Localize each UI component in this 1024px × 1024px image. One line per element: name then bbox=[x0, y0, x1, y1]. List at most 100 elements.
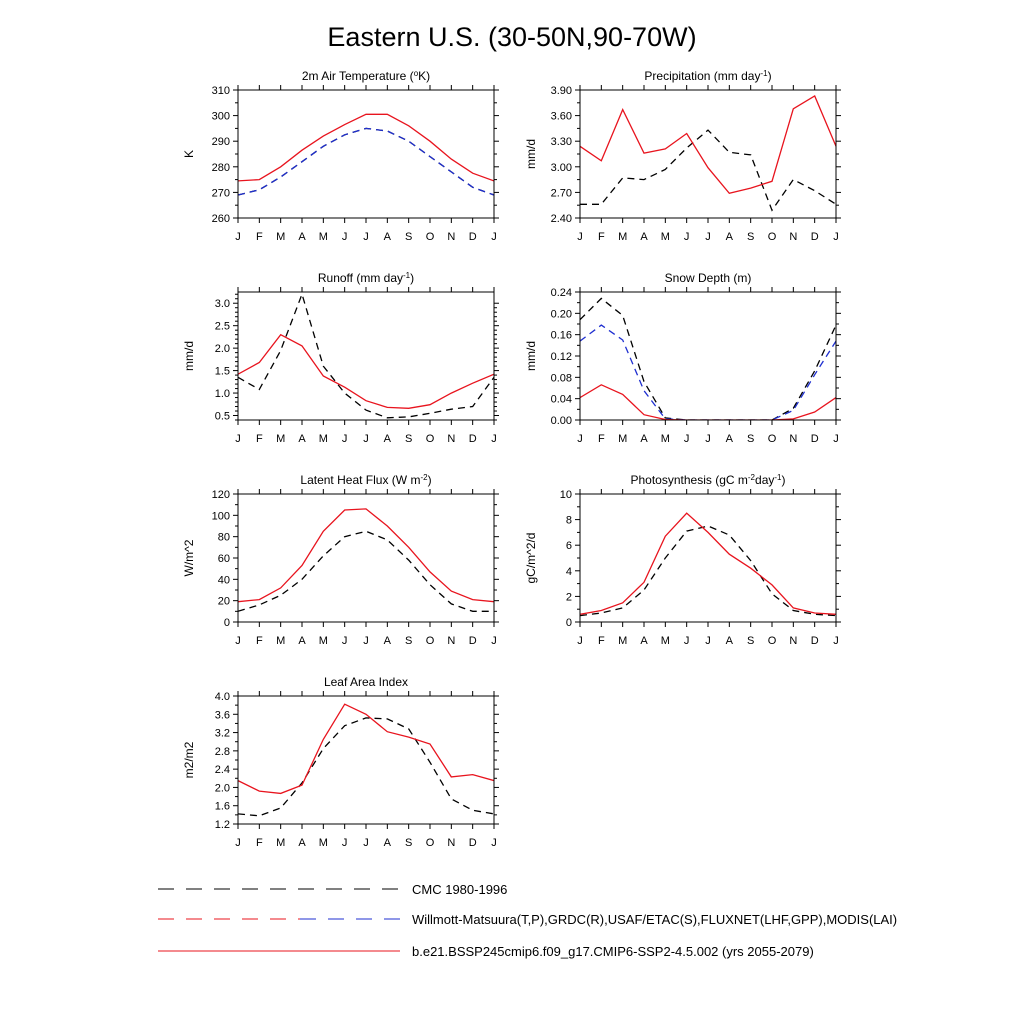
series-line-solid-red bbox=[238, 113, 494, 182]
x-tick-label: M bbox=[661, 635, 670, 647]
y-axis-label: m2/m2 bbox=[182, 741, 196, 778]
legend: CMC 1980-1996 Willmott-Matsuura(T,P),GRDC… bbox=[158, 882, 897, 959]
y-tick-label: 300 bbox=[212, 111, 230, 123]
y-tick-label: 1.6 bbox=[215, 801, 230, 813]
x-tick-label: S bbox=[405, 837, 412, 849]
y-tick-label: 2.5 bbox=[215, 321, 230, 333]
y-tick-label: 0.08 bbox=[551, 372, 572, 384]
x-tick-label: S bbox=[747, 635, 754, 647]
y-tick-label: 2.0 bbox=[215, 343, 230, 355]
panel-4: Snow Depth (m) mm/d 0.00 0.04 0.08 0.12 0.16 0.… bbox=[524, 271, 841, 445]
x-tick-label: A bbox=[640, 635, 648, 647]
x-tick-label: F bbox=[256, 635, 263, 647]
x-tick-label: J bbox=[235, 837, 241, 849]
legend-label: Willmott-Matsuura(T,P),GRDC(R),USAF/ETAC… bbox=[412, 912, 897, 927]
panel-7: Leaf Area Index m2/m2 1.2 1.6 2.0 2.4 2.8 3.2 3.… bbox=[182, 675, 499, 849]
x-tick-label: A bbox=[726, 231, 734, 243]
x-tick-label: J bbox=[491, 231, 497, 243]
y-tick-label: 290 bbox=[212, 136, 230, 148]
x-tick-label: F bbox=[256, 231, 263, 243]
y-tick-label: 2.4 bbox=[215, 764, 230, 776]
y-tick-label: 2.8 bbox=[215, 746, 230, 758]
x-tick-label: J bbox=[577, 433, 583, 445]
y-tick-label: 3.6 bbox=[215, 709, 230, 721]
series-line-dash-blue bbox=[238, 127, 494, 196]
panel-title: Precipitation (mm day-1) bbox=[644, 69, 771, 84]
series-line-dash-black bbox=[238, 530, 494, 612]
panel-title: Photosynthesis (gC m-2day-1) bbox=[631, 473, 786, 488]
plot-frame bbox=[237, 493, 495, 623]
x-tick-label: A bbox=[640, 433, 648, 445]
series-line-dash-black bbox=[238, 292, 494, 419]
y-tick-label: 4.0 bbox=[215, 691, 230, 703]
x-tick-label: J bbox=[235, 635, 241, 647]
x-tick-label: J bbox=[833, 231, 839, 243]
x-tick-label: O bbox=[426, 635, 435, 647]
x-tick-label: M bbox=[276, 231, 285, 243]
x-tick-label: D bbox=[469, 837, 477, 849]
x-tick-label: F bbox=[598, 635, 605, 647]
y-tick-label: 20 bbox=[218, 596, 230, 608]
x-tick-label: M bbox=[319, 231, 328, 243]
x-tick-label: A bbox=[384, 231, 392, 243]
y-tick-label: 0 bbox=[566, 617, 572, 629]
plot-frame bbox=[579, 493, 837, 623]
x-tick-label: N bbox=[447, 837, 455, 849]
x-tick-label: J bbox=[684, 433, 690, 445]
x-tick-label: A bbox=[726, 635, 734, 647]
x-tick-label: F bbox=[256, 837, 263, 849]
y-tick-label: 3.00 bbox=[551, 162, 572, 174]
x-tick-label: J bbox=[491, 837, 497, 849]
y-tick-label: 0.24 bbox=[551, 287, 572, 299]
x-tick-label: N bbox=[789, 635, 797, 647]
x-tick-label: J bbox=[342, 433, 348, 445]
x-tick-label: N bbox=[447, 433, 455, 445]
x-tick-label: A bbox=[298, 433, 306, 445]
panels-group: 2m Air Temperature (oK)K2602702802903003… bbox=[182, 69, 841, 849]
y-tick-label: 1.5 bbox=[215, 366, 230, 378]
y-tick-label: 3.0 bbox=[215, 298, 230, 310]
panel-title: Runoff (mm day-1) bbox=[318, 271, 414, 286]
legend-label: CMC 1980-1996 bbox=[412, 882, 507, 897]
x-tick-label: M bbox=[276, 433, 285, 445]
x-tick-label: J bbox=[705, 231, 711, 243]
x-tick-label: J bbox=[705, 635, 711, 647]
x-tick-label: F bbox=[598, 231, 605, 243]
x-tick-label: O bbox=[768, 231, 777, 243]
y-tick-label: 6 bbox=[566, 540, 572, 552]
y-axis-label: mm/d bbox=[524, 139, 538, 169]
y-tick-label: 0.12 bbox=[551, 351, 572, 363]
y-tick-label: 60 bbox=[218, 553, 230, 565]
x-tick-label: A bbox=[384, 837, 392, 849]
x-tick-label: F bbox=[256, 433, 263, 445]
panel-1: 2m Air Temperature (oK) K 260 270 280 290 300 3… bbox=[182, 69, 499, 243]
x-tick-label: M bbox=[276, 837, 285, 849]
x-tick-label: J bbox=[342, 231, 348, 243]
y-tick-label: 4 bbox=[566, 566, 572, 578]
y-tick-label: 0.16 bbox=[551, 330, 572, 342]
x-tick-label: N bbox=[789, 231, 797, 243]
y-tick-label: 2 bbox=[566, 591, 572, 603]
x-tick-label: J bbox=[235, 231, 241, 243]
x-tick-label: O bbox=[768, 635, 777, 647]
series-line-dash-blue bbox=[580, 324, 836, 420]
x-tick-label: A bbox=[384, 635, 392, 647]
y-tick-label: 40 bbox=[218, 574, 230, 586]
y-tick-label: 3.60 bbox=[551, 111, 572, 123]
x-tick-label: M bbox=[661, 231, 670, 243]
panel-title: 2m Air Temperature (oK) bbox=[302, 69, 430, 84]
y-tick-label: 0.00 bbox=[551, 415, 572, 427]
x-tick-label: A bbox=[640, 231, 648, 243]
x-tick-label: J bbox=[491, 635, 497, 647]
x-tick-label: J bbox=[833, 635, 839, 647]
panel-6: Photosynthesis (gC m-2day-1) gC/m^2/d 0 2 4 6… bbox=[524, 473, 841, 647]
x-tick-label: A bbox=[726, 433, 734, 445]
y-tick-label: 1.0 bbox=[215, 388, 230, 400]
y-axis-label: K bbox=[182, 150, 196, 158]
series-line-solid-red bbox=[580, 384, 836, 420]
x-tick-label: J bbox=[342, 837, 348, 849]
y-tick-label: 0.5 bbox=[215, 411, 230, 423]
x-tick-label: J bbox=[235, 433, 241, 445]
x-tick-label: J bbox=[705, 433, 711, 445]
plot-frame bbox=[237, 291, 495, 421]
